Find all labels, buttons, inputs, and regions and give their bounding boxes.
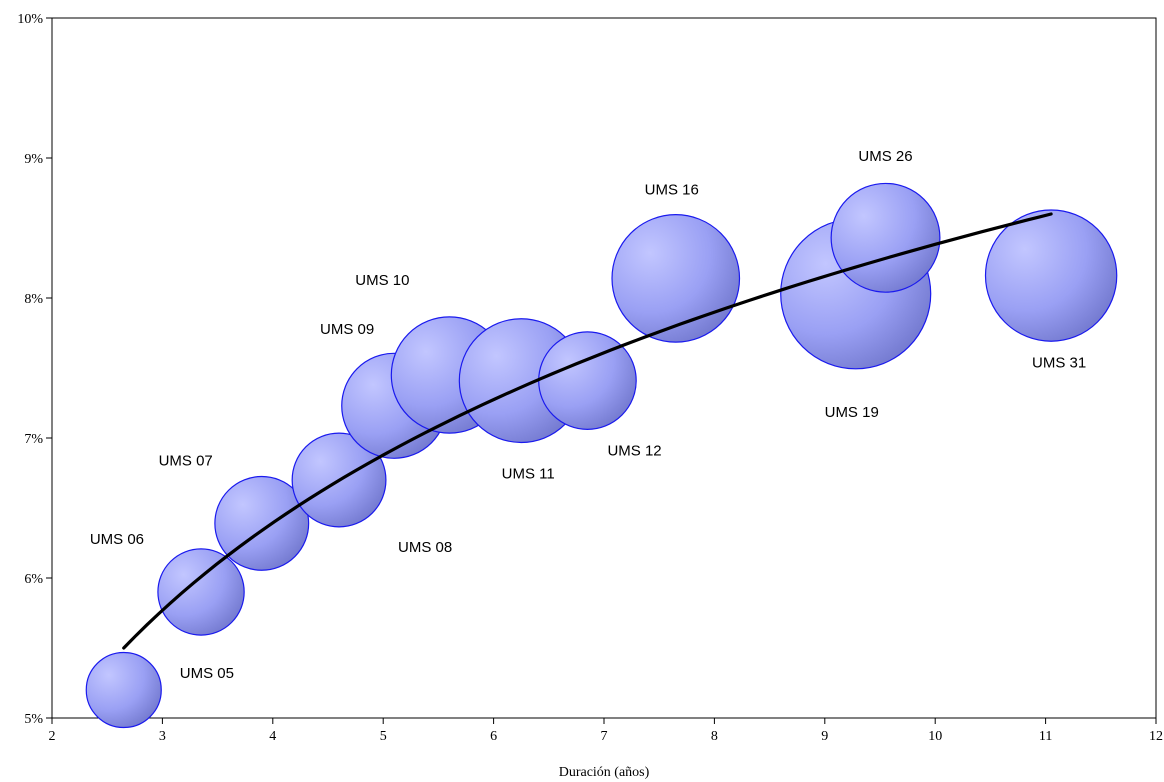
bubble-ums-05 (85, 651, 162, 729)
y-tick-label: 7% (24, 432, 43, 447)
bubble-label: UMS 09 (320, 321, 374, 338)
bubble-label: UMS 07 (159, 452, 213, 469)
y-tick-label: 6% (24, 572, 43, 587)
bubble-label: UMS 06 (90, 531, 144, 548)
y-tick-label: 5% (24, 712, 43, 727)
bubble-label: UMS 31 (1032, 355, 1086, 372)
bubble-label: UMS 08 (398, 539, 452, 556)
bubble-label: UMS 10 (355, 272, 409, 289)
x-axis: 2 3 4 5 6 7 8 9 10 11 12 (49, 718, 1163, 744)
x-tick-label: 3 (159, 729, 166, 744)
x-tick-label: 2 (49, 729, 56, 744)
x-axis-title: Duración (años) (559, 765, 650, 780)
y-axis: 5% 6% 7% 8% 9% 10% (17, 12, 52, 727)
bubble-label: UMS 26 (858, 148, 912, 165)
x-tick-label: 12 (1149, 729, 1163, 744)
bubble-ums-31 (984, 209, 1118, 342)
x-tick-label: 7 (601, 729, 608, 744)
trendline (122, 212, 1053, 650)
bubble-ums-26 (830, 182, 941, 293)
y-tick-label: 10% (17, 12, 43, 27)
trendline-layer (122, 212, 1053, 650)
bubble-ums-16 (611, 214, 741, 343)
y-tick-label: 8% (24, 292, 43, 307)
x-tick-label: 4 (269, 729, 276, 744)
x-tick-label: 8 (711, 729, 718, 744)
x-tick-label: 9 (821, 729, 828, 744)
x-tick-label: 5 (380, 729, 387, 744)
bubble-label: UMS 11 (502, 466, 555, 483)
x-tick-label: 11 (1039, 729, 1052, 744)
bubble-label: UMS 16 (645, 181, 699, 198)
bubble-label: UMS 12 (607, 443, 661, 460)
bubble-label: UMS 05 (180, 665, 234, 682)
bubble-label: UMS 19 (825, 404, 879, 421)
y-tick-label: 9% (24, 152, 43, 167)
bubble-ums-06 (157, 548, 245, 636)
x-tick-label: 10 (928, 729, 942, 744)
x-tick-label: 6 (490, 729, 497, 744)
bubble-labels: UMS 05 UMS 06 UMS 07 UMS 08 UMS 09 UMS 10 UMS … (90, 148, 1086, 682)
